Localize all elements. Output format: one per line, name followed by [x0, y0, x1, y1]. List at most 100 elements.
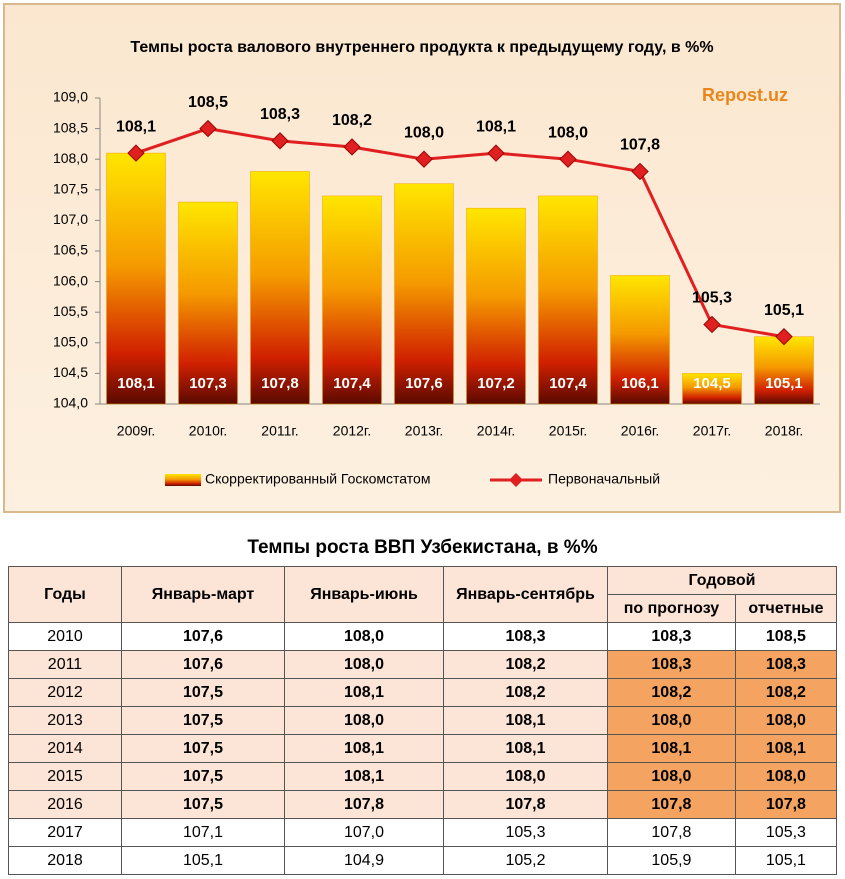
line-marker: [487, 144, 505, 162]
table-cell: отчетные: [734, 594, 838, 623]
y-tick-label: 104,5: [53, 364, 88, 380]
y-tick-label: 107,5: [53, 181, 88, 197]
table-cell: 107,8: [607, 790, 736, 819]
table-cell: 108,0: [607, 762, 736, 791]
table-cell: 104,9: [284, 846, 444, 875]
y-tick-label: 108,5: [53, 119, 88, 135]
table-cell: 105,2: [443, 846, 608, 875]
chart: Темпы роста валового внутреннего продукт…: [3, 3, 841, 513]
table-cell: 105,9: [607, 846, 736, 875]
table-cell: по прогнозу: [607, 594, 736, 623]
line-marker: [343, 138, 361, 156]
x-tick-label: 2014г.: [477, 423, 515, 439]
table-cell: 108,1: [284, 762, 444, 791]
table-cell: 108,3: [607, 622, 736, 651]
table-row: 2016 107,5 107,8 107,8 107,8 107,8: [8, 790, 838, 819]
bar: [106, 152, 166, 405]
table-cell: 107,0: [284, 818, 444, 847]
table-cell: 105,3: [443, 818, 608, 847]
table-cell: 2016: [8, 790, 122, 819]
table-row: 2017 107,1 107,0 105,3 107,8 105,3: [8, 818, 838, 847]
y-tick-label: 104,0: [53, 395, 88, 411]
table: Годы Январь-март Январь-июнь Январь-сентябр…: [8, 566, 838, 875]
line-marker: [703, 315, 721, 334]
bar-value-label: 107,8: [261, 375, 299, 392]
y-tick-label: 109,0: [53, 89, 88, 105]
x-tick-label: 2018г.: [765, 423, 803, 439]
table-cell: Годы: [8, 566, 122, 623]
table-row: 2014 107,5 108,1 108,1 108,1 108,1: [8, 734, 838, 763]
bar: [754, 336, 814, 405]
table-cell: 107,8: [443, 790, 608, 819]
table-cell: 2018: [8, 846, 122, 875]
line-marker: [559, 150, 577, 168]
line-marker: [775, 327, 793, 346]
legend-marker: [509, 473, 523, 487]
table-block: Темпы роста ВВП Узбекистана, в %% Годы Ян…: [8, 530, 838, 875]
line-value-label: 108,1: [476, 118, 516, 135]
table-cell: 108,0: [734, 706, 838, 735]
table-cell: Январь-март: [121, 566, 285, 623]
table-cell: 108,3: [607, 650, 736, 679]
bar-value-label: 105,1: [765, 375, 803, 392]
y-tick-label: 106,0: [53, 272, 88, 288]
line: [135, 127, 785, 339]
table-cell: 108,1: [443, 706, 608, 735]
bar-value-label: 107,6: [405, 375, 443, 392]
x-tick-label: 2016г.: [621, 423, 659, 439]
table-cell: 108,0: [284, 622, 444, 651]
bar-value-label: 106,1: [621, 375, 659, 392]
table-row: 2018 105,1 104,9 105,2 105,9 105,1: [8, 846, 838, 875]
table-cell: 108,0: [284, 706, 444, 735]
table-cell: 108,1: [734, 734, 838, 763]
line-marker: [271, 132, 289, 150]
y-tick-label: 105,5: [53, 303, 88, 319]
bar: [394, 183, 454, 405]
x-tick-label: 2011г.: [261, 423, 298, 439]
line-value-label: 105,3: [692, 290, 732, 307]
line-value-label: 108,0: [404, 124, 444, 141]
line-marker: [199, 119, 217, 138]
x-tick-label: 2015г.: [549, 423, 587, 439]
table-cell: 2012: [8, 678, 122, 707]
table-row: 2015 107,5 108,1 108,0 108,0 108,0: [8, 762, 838, 791]
table-cell: 108,0: [734, 762, 838, 791]
y-tick-label: 108,0: [53, 150, 88, 166]
bar: [250, 171, 310, 405]
table-cell: 2015: [8, 762, 122, 791]
line-value-label: 108,0: [548, 124, 588, 141]
bar: [322, 195, 382, 405]
table-cell: 107,5: [121, 678, 285, 707]
line-value-label: 108,3: [260, 106, 300, 123]
table-row: 2010 107,6 108,0 108,3 108,3 108,5: [8, 622, 838, 651]
table-cell: 2011: [8, 650, 122, 679]
bar: [538, 195, 598, 405]
x-tick-label: 2013г.: [405, 423, 443, 439]
table-cell: 108,2: [443, 650, 608, 679]
table-cell: 108,3: [734, 650, 838, 679]
table-cell: 108,5: [734, 622, 838, 651]
table-cell: 108,2: [607, 678, 736, 707]
table-cell: 107,5: [121, 734, 285, 763]
table-cell: 108,0: [284, 650, 444, 679]
line-marker: [127, 144, 145, 162]
y-tick-label: 107,0: [53, 211, 88, 227]
table-cell: 105,3: [734, 818, 838, 847]
table-cell: 108,2: [443, 678, 608, 707]
table-cell: Январь-июнь: [284, 566, 444, 623]
legend-label: Первоначальный: [548, 471, 660, 487]
y-tick-label: 105,0: [53, 334, 88, 350]
table-cell: 2017: [8, 818, 122, 847]
table-cell: 105,1: [734, 846, 838, 875]
bar-value-label: 108,1: [117, 375, 155, 392]
x-tick-label: 2010г.: [189, 423, 227, 439]
y-tick-label: 106,5: [53, 242, 88, 258]
table-cell: 107,5: [121, 706, 285, 735]
table-cell: 107,5: [121, 790, 285, 819]
bar: [466, 207, 526, 405]
bar-value-label: 107,3: [189, 375, 227, 392]
table-row: 2012 107,5 108,1 108,2 108,2 108,2: [8, 678, 838, 707]
bar-value-label: 107,2: [477, 375, 515, 392]
table-cell: 107,6: [121, 650, 285, 679]
